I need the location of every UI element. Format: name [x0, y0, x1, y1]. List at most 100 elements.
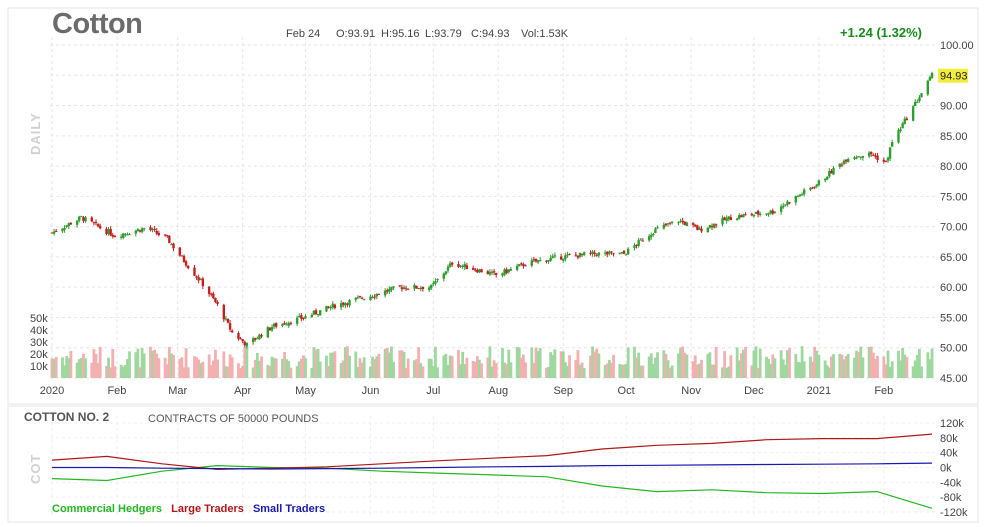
volume-bar — [402, 351, 406, 378]
volume-bar — [591, 346, 594, 378]
cot-tick-label: 80k — [940, 433, 958, 445]
candle-body — [901, 123, 904, 129]
volume-bar — [475, 356, 479, 378]
candle-body — [371, 296, 374, 298]
candle-body — [568, 254, 571, 256]
volume-bar — [434, 346, 437, 378]
candle-body — [390, 286, 393, 291]
candle-body — [815, 184, 818, 187]
candle-body — [754, 211, 758, 214]
candle-body — [742, 214, 745, 218]
volume-bar — [260, 356, 263, 378]
candle-body — [312, 310, 316, 315]
candle-body — [622, 250, 626, 254]
candle-body — [316, 314, 320, 316]
volume-bar — [465, 357, 469, 378]
volume-bar — [882, 356, 886, 378]
candle-body — [796, 196, 800, 198]
volume-bar — [346, 346, 349, 378]
candle-body — [339, 303, 343, 308]
candle-body — [486, 271, 490, 275]
volume-bar — [930, 348, 934, 378]
candle-body — [788, 202, 791, 204]
legend-small[interactable]: Small Traders — [252, 503, 326, 515]
cot-series-line — [52, 462, 933, 470]
volume-bar — [343, 347, 347, 378]
candle-body — [488, 272, 492, 275]
volume-bar — [503, 362, 506, 378]
candle-body — [471, 267, 475, 270]
cot-tick-label: 0k — [940, 463, 952, 475]
chart-title: Cotton — [52, 8, 143, 40]
candle-body — [578, 252, 582, 257]
volume-bar — [348, 355, 351, 378]
volume-bar — [727, 366, 731, 378]
candle-body — [828, 171, 831, 177]
candle-body — [222, 304, 226, 320]
volume-bar — [417, 347, 421, 378]
candle-body — [287, 322, 290, 326]
volume-bar — [664, 353, 668, 378]
volume-bar — [178, 358, 182, 378]
candle-body — [771, 210, 774, 214]
volume-bar — [876, 355, 879, 378]
volume-bar — [827, 367, 831, 378]
volume-bar — [304, 358, 307, 378]
volume-bar — [874, 358, 877, 378]
candle-body — [765, 213, 768, 215]
legend-large[interactable]: Large Traders — [171, 503, 244, 515]
volume-bar — [649, 353, 653, 378]
volume-bar — [299, 358, 303, 378]
volume-bar — [274, 358, 278, 378]
volume-bar — [691, 361, 695, 378]
volume-bar — [832, 354, 835, 378]
candle-body — [767, 213, 770, 215]
volume-bar — [651, 363, 655, 378]
candle-body — [606, 251, 609, 255]
candle-body — [752, 214, 756, 217]
candle-body — [256, 338, 259, 340]
legend-commercial[interactable]: Commercial Hedgers — [52, 503, 163, 515]
candle-body — [136, 229, 140, 232]
candle-body — [476, 269, 479, 273]
candle-body — [107, 229, 110, 234]
candle-body — [710, 226, 714, 228]
candle-body — [714, 224, 718, 226]
volume-bar — [226, 366, 230, 378]
volume-bar — [488, 346, 492, 378]
volume-bar — [442, 355, 446, 378]
candle-body — [547, 260, 550, 262]
candle-body — [620, 252, 624, 254]
candle-body — [694, 224, 697, 227]
volume-bar — [844, 356, 848, 378]
volume-bar — [534, 347, 538, 378]
candle-body — [96, 224, 100, 227]
candle-body — [729, 217, 733, 221]
volume-bar — [245, 346, 249, 378]
volume-bar — [327, 365, 330, 378]
candle-body — [562, 258, 565, 261]
volume-bar — [637, 352, 641, 378]
volume-bar — [459, 364, 462, 378]
candle-body — [524, 265, 527, 267]
volume-bar — [230, 357, 234, 378]
candle-body — [842, 160, 846, 164]
candle-body — [406, 288, 410, 290]
candle-body — [857, 156, 860, 158]
candle-body — [685, 222, 689, 226]
volume-bar — [79, 358, 83, 378]
quote-volume: Vol:1.53K — [521, 28, 569, 40]
volume-bar — [737, 360, 741, 378]
volume-bar — [551, 354, 555, 378]
candle-body — [756, 210, 760, 215]
volume-bar — [214, 349, 217, 378]
volume-bar — [239, 367, 242, 378]
candle-body — [113, 235, 117, 238]
volume-bar — [721, 367, 724, 378]
volume-bar — [138, 367, 142, 378]
candle-body — [442, 273, 446, 279]
candle-body — [823, 178, 827, 181]
candle-body — [298, 316, 301, 318]
volume-bar — [84, 358, 87, 378]
